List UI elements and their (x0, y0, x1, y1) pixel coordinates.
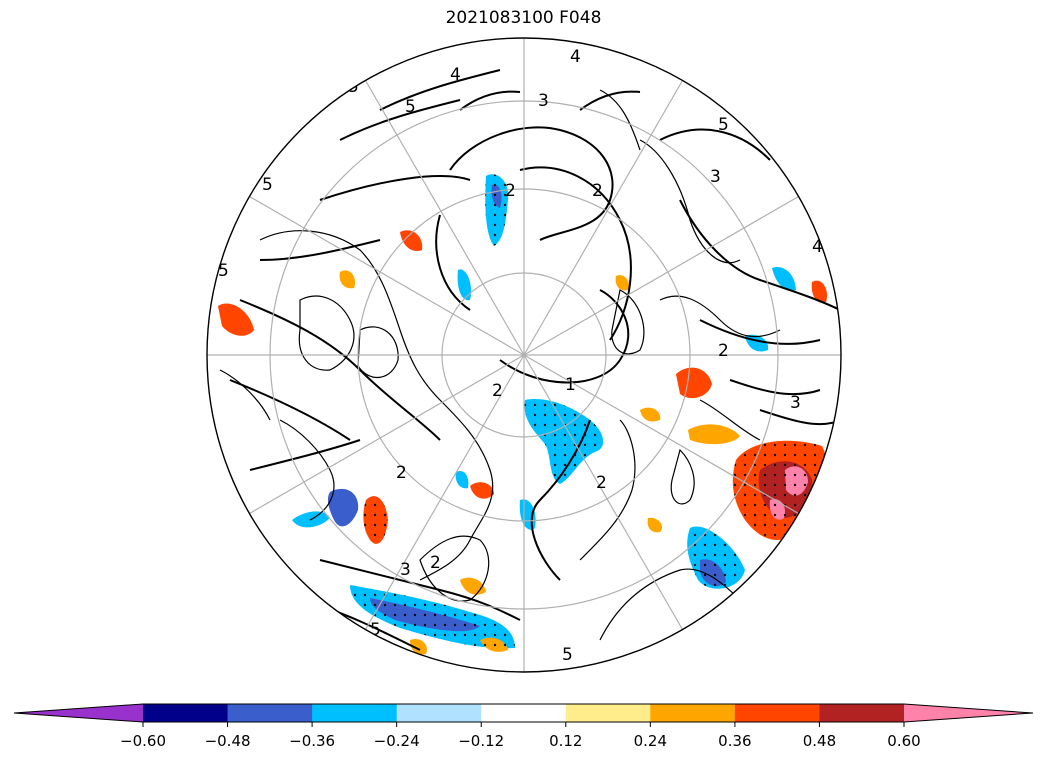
colorbar-segment (312, 704, 398, 722)
graticule (207, 38, 841, 672)
colorbar-segment (481, 704, 567, 722)
positive-anomaly-region (811, 280, 828, 303)
colorbar-segments (13, 703, 1034, 723)
contour-label: 2 (430, 553, 441, 573)
colorbar-tick-label: 0.36 (718, 732, 751, 750)
map-boundary (206, 37, 842, 673)
contour-label: 2 (492, 381, 503, 401)
contour-label: 2 (596, 473, 607, 493)
colorbar-tick-label: −0.36 (289, 732, 335, 750)
colorbar-tick-label: 0.60 (887, 732, 920, 750)
contour-label: 3 (538, 91, 549, 111)
positive-anomaly-region (218, 303, 254, 336)
colorbar-tick-label: −0.48 (205, 732, 251, 750)
contour-label: 5 (218, 261, 229, 281)
contour-label: 2 (505, 181, 516, 201)
colorbar-extend-min (14, 704, 143, 722)
contour-lines (229, 69, 841, 651)
contour-label: 3 (400, 560, 411, 580)
contour-label: 2 (592, 181, 603, 201)
positive-anomaly-region (676, 367, 712, 399)
contour-label: 2 (718, 341, 729, 361)
colorbar-segment (650, 704, 736, 722)
negative-anomaly-region (327, 488, 359, 527)
colorbar-segment (396, 704, 482, 722)
coastlines (219, 89, 801, 651)
map-title: 2021083100 F048 (445, 8, 602, 28)
negative-anomaly-region (455, 470, 469, 489)
colorbar-tick-label: −0.12 (458, 732, 504, 750)
contour-label: 5 (262, 175, 273, 195)
positive-anomaly-region (339, 270, 356, 289)
contour-label: 5 (405, 97, 416, 117)
positive-anomaly-region (410, 638, 427, 655)
map-disc: 5 5 4 3 4 3 2 5 5 2 5 4 2 2 1 2 2 2 3 3 … (207, 38, 841, 672)
colorbar-segment (819, 704, 905, 722)
contour-label: 2 (396, 463, 407, 483)
contour-label: 5 (718, 115, 729, 135)
positive-anomaly-region (647, 517, 663, 533)
contour-label: 3 (710, 167, 721, 187)
contour-label: 5 (562, 645, 573, 665)
positive-anomaly-region (470, 482, 494, 499)
colorbar-ticks: −0.60 −0.48 −0.36 −0.24 −0.12 0.12 0.24 0.36 0.4… (120, 722, 921, 750)
positive-anomaly-region (400, 230, 423, 252)
colorbar: −0.60 −0.48 −0.36 −0.24 −0.12 0.12 0.24 0.36 0.4… (13, 703, 1034, 750)
contour-label: 4 (450, 65, 461, 85)
contour-label: 3 (790, 393, 801, 413)
colorbar-tick-label: −0.24 (374, 732, 420, 750)
colorbar-tick-label: 0.24 (634, 732, 667, 750)
contour-label: 4 (570, 47, 581, 67)
positive-anomaly-region (615, 275, 630, 291)
negative-anomaly-region (772, 266, 796, 292)
positive-anomaly-region (688, 424, 740, 445)
negative-anomaly-region (457, 269, 472, 301)
colorbar-segment (227, 704, 313, 722)
positive-anomaly-region (640, 407, 661, 422)
contour-label: 1 (565, 375, 576, 395)
contour-label: 5 (370, 620, 381, 640)
colorbar-segment (734, 704, 820, 722)
colorbar-tick-label: 0.48 (803, 732, 836, 750)
colorbar-segment (565, 704, 651, 722)
colorbar-segment (143, 704, 229, 722)
colorbar-tick-label: −0.60 (120, 732, 166, 750)
contour-label: 4 (812, 237, 823, 257)
colorbar-tick-label: 0.12 (549, 732, 582, 750)
colorbar-extend-max (904, 704, 1033, 722)
